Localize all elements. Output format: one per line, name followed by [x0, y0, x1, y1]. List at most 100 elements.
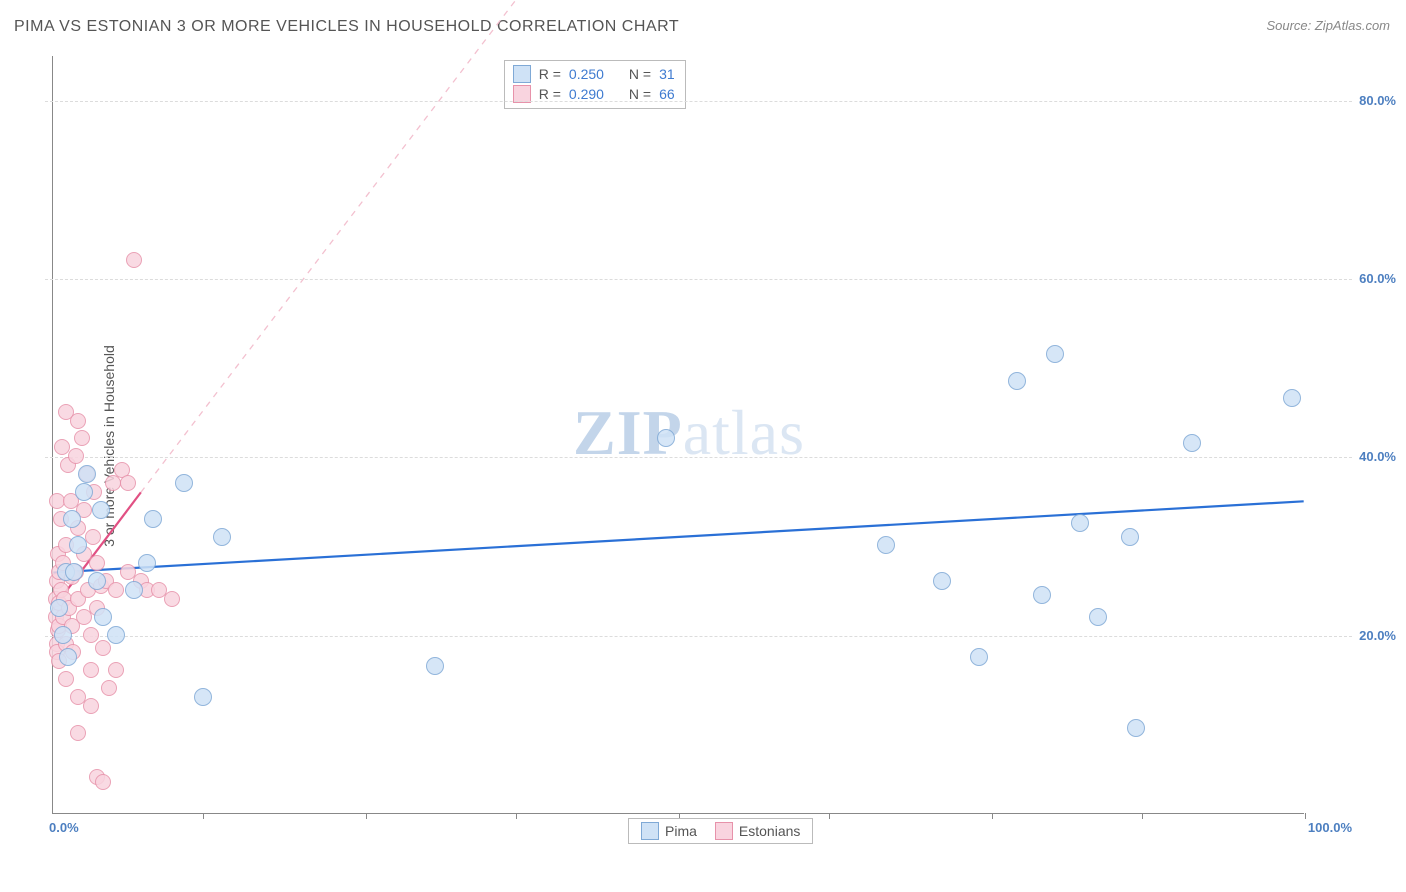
data-point [48, 609, 64, 625]
data-point [55, 555, 71, 571]
data-point [970, 648, 988, 666]
data-point [88, 572, 106, 590]
data-point [64, 618, 80, 634]
data-point [101, 680, 117, 696]
legend-swatch [641, 822, 659, 840]
data-point [58, 636, 74, 652]
data-point [70, 591, 86, 607]
data-point [933, 572, 951, 590]
data-point [657, 429, 675, 447]
data-point [51, 595, 67, 611]
data-point [1089, 608, 1107, 626]
data-point [51, 653, 67, 669]
data-point [139, 582, 155, 598]
y-tick-label: 60.0% [1359, 271, 1396, 286]
data-point [79, 466, 95, 482]
data-point [93, 578, 109, 594]
data-point [1127, 719, 1145, 737]
data-point [1033, 586, 1051, 604]
plot-area: ZIPatlas R =0.250N =31R =0.290N =66 20.0… [52, 56, 1304, 814]
data-point [94, 608, 112, 626]
data-point [108, 662, 124, 678]
data-point [125, 581, 143, 599]
x-tick [203, 813, 204, 819]
x-tick [366, 813, 367, 819]
x-tick [516, 813, 517, 819]
data-point [70, 413, 86, 429]
gridline [45, 279, 1352, 280]
trend-extension [141, 0, 541, 492]
gridline [45, 101, 1352, 102]
data-point [144, 510, 162, 528]
data-point [61, 600, 77, 616]
legend-label: Pima [665, 823, 697, 839]
r-value: 0.250 [569, 64, 617, 84]
data-point [51, 618, 67, 634]
data-point [78, 465, 96, 483]
data-point [1183, 434, 1201, 452]
correlation-stats-box: R =0.250N =31R =0.290N =66 [504, 60, 686, 109]
data-point [58, 404, 74, 420]
legend-label: Estonians [739, 823, 800, 839]
data-point [85, 529, 101, 545]
data-point [133, 573, 149, 589]
data-point [877, 536, 895, 554]
data-point [64, 569, 80, 585]
data-point [70, 520, 86, 536]
data-point [49, 644, 65, 660]
data-point [76, 502, 92, 518]
data-point [54, 439, 70, 455]
data-point [49, 573, 65, 589]
data-point [53, 582, 69, 598]
data-point [65, 563, 83, 581]
data-point [1283, 389, 1301, 407]
data-point [1121, 528, 1139, 546]
x-tick [1305, 813, 1306, 819]
data-point [70, 725, 86, 741]
data-point [53, 511, 69, 527]
data-point [49, 493, 65, 509]
x-tick [829, 813, 830, 819]
data-point [75, 483, 93, 501]
data-point [1071, 514, 1089, 532]
data-point [175, 474, 193, 492]
data-point [120, 475, 136, 491]
series-swatch [513, 65, 531, 83]
data-point [50, 599, 68, 617]
data-point [92, 501, 110, 519]
y-tick-label: 80.0% [1359, 93, 1396, 108]
data-point [59, 648, 77, 666]
data-point [98, 573, 114, 589]
data-point [138, 554, 156, 572]
stats-row: R =0.250N =31 [513, 64, 675, 84]
gridline [45, 636, 1352, 637]
chart-container: PIMA VS ESTONIAN 3 OR MORE VEHICLES IN H… [0, 0, 1406, 892]
data-point [57, 563, 75, 581]
data-point [74, 430, 90, 446]
data-point [69, 536, 87, 554]
data-point [83, 662, 99, 678]
x-max-label: 100.0% [1308, 820, 1352, 835]
legend-item: Pima [641, 822, 697, 840]
x-tick [1142, 813, 1143, 819]
trend-line [53, 492, 141, 608]
legend-swatch [715, 822, 733, 840]
watermark: ZIPatlas [573, 396, 805, 470]
data-point [89, 600, 105, 616]
r-label: R = [539, 64, 561, 84]
x-min-label: 0.0% [49, 820, 79, 835]
data-point [89, 555, 105, 571]
n-value: 31 [659, 64, 675, 84]
series-legend: Pima Estonians [628, 818, 813, 844]
data-point [58, 537, 74, 553]
data-point [194, 688, 212, 706]
data-point [151, 582, 167, 598]
trend-line [53, 501, 1303, 572]
data-point [86, 484, 102, 500]
gridline [45, 457, 1352, 458]
data-point [105, 475, 121, 491]
data-point [50, 546, 66, 562]
data-point [55, 609, 71, 625]
data-point [213, 528, 231, 546]
data-point [49, 636, 65, 652]
